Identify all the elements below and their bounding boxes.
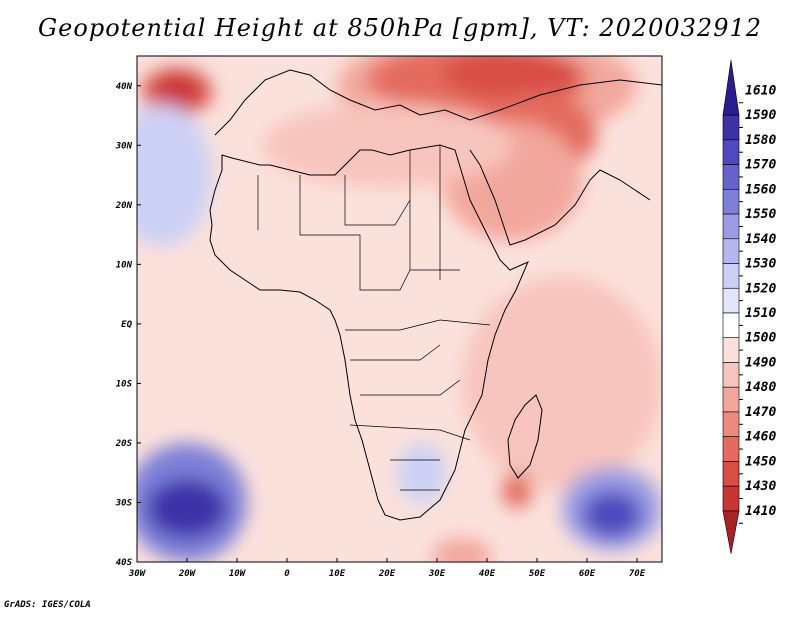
y-tick-label: 10N — [116, 260, 133, 270]
colorbar-swatch-1540 — [722, 238, 740, 264]
colorbar-swatch-1520 — [722, 287, 740, 314]
central-south-borders — [345, 319, 491, 491]
colorbar-label: 1480 — [745, 380, 776, 395]
colorbar-label: 1430 — [745, 479, 776, 494]
coastlines — [209, 69, 662, 521]
field-region-1530 — [137, 103, 212, 247]
x-tick-label: 70E — [629, 569, 646, 579]
field-region-1450 — [442, 56, 582, 98]
x-tick-label: 10E — [329, 569, 346, 579]
x-tick-label: 0 — [284, 569, 290, 579]
colorbar-label: 1610 — [745, 83, 776, 98]
field-region-1490 — [262, 103, 512, 187]
y-tick-label: 30N — [115, 141, 133, 151]
x-tick-label: 20E — [378, 569, 396, 579]
colorbar-label: 1490 — [745, 355, 776, 370]
grads-credit: GrADS: IGES/COLA — [4, 600, 91, 610]
field-region-1490 — [462, 276, 662, 491]
colorbar-swatch-1590 — [722, 114, 740, 141]
arabia-coastline — [469, 149, 651, 246]
colorbar-label: 1540 — [745, 232, 776, 247]
colorbar-swatch-1610 — [722, 59, 740, 116]
field-region-1590 — [147, 478, 227, 539]
x-tick-label: 10W — [229, 569, 247, 579]
y-tick-label: 40S — [116, 558, 133, 568]
y-tick-label: EQ — [121, 320, 132, 330]
field-region-1430 — [157, 76, 197, 107]
colorbar-swatch-1510 — [722, 312, 740, 339]
colorbar-swatch-1570 — [722, 164, 740, 190]
map-frame — [136, 55, 663, 563]
x-tick-label: 40E — [479, 569, 496, 579]
colorbar-label: 1550 — [745, 207, 776, 222]
madagascar-coastline — [507, 394, 543, 479]
field-region-1480 — [432, 538, 492, 562]
europe-coastline — [214, 69, 662, 136]
x-axis-ticks: 30W 20W 10W 0 10E 20E 30E 40E 50E 60E 70E — [128, 558, 646, 579]
field-region-1530 — [397, 442, 447, 503]
colorbar-swatch-1430 — [722, 485, 740, 512]
x-tick-label: 20W — [178, 569, 197, 579]
y-tick-label: 10S — [116, 379, 133, 389]
colorbar-swatch-1500 — [722, 337, 740, 363]
y-tick-label: 20S — [115, 439, 133, 449]
colorbar-swatch-1450 — [722, 461, 740, 487]
field-region-1500 — [247, 192, 427, 336]
colorbar-label: 1500 — [745, 331, 776, 346]
colorbar-swatch-1530 — [722, 263, 740, 289]
colorbar-swatch-1490 — [722, 362, 740, 388]
colorbar-swatch-1550 — [722, 213, 740, 240]
geopotential-field — [137, 56, 662, 562]
x-tick-label: 30E — [428, 569, 446, 579]
colorbar-label: 1510 — [745, 306, 776, 321]
colorbar-swatch-1460 — [722, 436, 740, 462]
colorbar-label: 1580 — [745, 133, 776, 148]
colorbar-label: 1520 — [745, 281, 776, 296]
sahara-borders — [257, 145, 460, 291]
colorbar-label: 1450 — [745, 454, 776, 469]
colorbar-label: 1560 — [745, 182, 776, 197]
colorbar-swatch-1470 — [722, 411, 740, 437]
x-tick-label: 50E — [529, 569, 546, 579]
y-tick-label: 30S — [115, 498, 133, 508]
colorbar-label: 1410 — [745, 504, 776, 519]
x-tick-label: 30W — [128, 569, 147, 579]
y-tick-label: 20N — [115, 201, 133, 211]
colorbar-swatch-1410 — [722, 510, 740, 554]
colorbar-label: 1530 — [745, 257, 776, 272]
map-title: Geopotential Height at 850hPa [gpm], VT:… — [38, 14, 762, 42]
field-region-1580 — [582, 490, 642, 539]
x-tick-label: 60E — [579, 569, 596, 579]
colorbar-swatch-1560 — [722, 189, 740, 215]
colorbar-label: 1460 — [745, 430, 776, 445]
colorbar: 1610 1590 1580 1570 1560 1550 1540 1530 1520 1510… — [722, 59, 776, 554]
y-tick-label: 40N — [116, 82, 133, 92]
colorbar-swatch-1580 — [722, 139, 740, 165]
colorbar-swatch-1480 — [722, 386, 740, 413]
africa-coastline — [209, 144, 529, 521]
y-axis-ticks: 40N 30N 20N 10N EQ 10S 20S 30S 40S — [115, 82, 141, 568]
colorbar-label: 1590 — [745, 108, 776, 123]
field-region-1460 — [502, 472, 532, 509]
colorbar-label: 1470 — [745, 405, 776, 420]
colorbar-label: 1570 — [745, 158, 776, 173]
